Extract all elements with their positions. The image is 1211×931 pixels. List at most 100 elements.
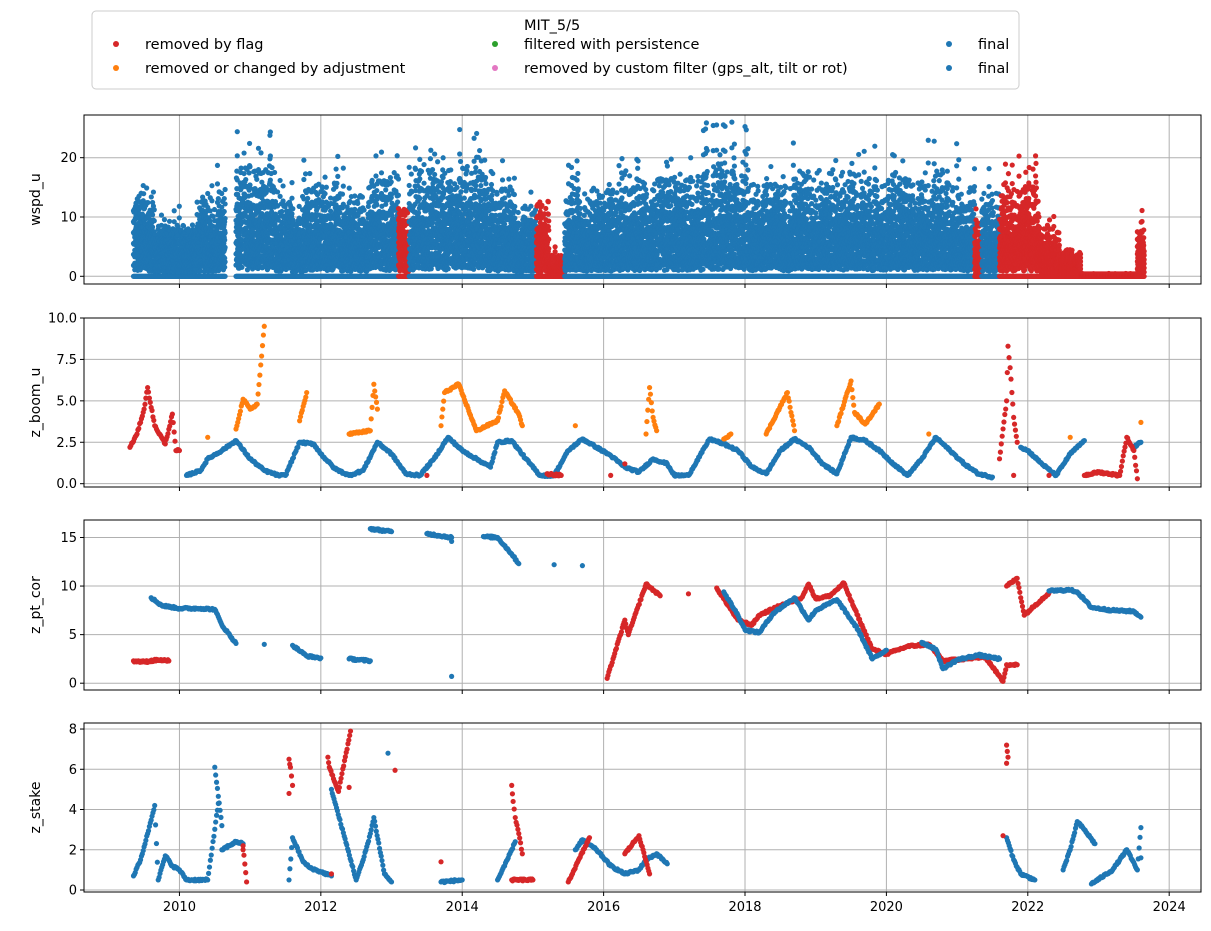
data-point — [395, 176, 402, 182]
legend-marker — [492, 65, 498, 71]
data-point — [222, 186, 228, 193]
legend-entry: removed or changed by adjustment — [113, 61, 406, 77]
data-point — [301, 157, 307, 163]
data-point — [219, 190, 225, 197]
data-point — [214, 181, 221, 187]
data-point — [176, 215, 182, 221]
data-point — [247, 182, 253, 188]
data-point — [421, 161, 427, 168]
data-point — [421, 180, 427, 186]
data-point — [222, 273, 228, 279]
data-point — [323, 184, 329, 190]
legend-marker — [946, 65, 952, 71]
data-point — [241, 150, 247, 156]
legend-label: removed by custom filter (gps_alt, tilt … — [524, 61, 848, 77]
data-point — [176, 203, 182, 209]
data-point — [429, 167, 436, 173]
data-point — [406, 164, 412, 170]
data-point — [277, 177, 283, 184]
data-point — [290, 206, 296, 212]
data-point — [222, 237, 228, 243]
data-point — [435, 159, 441, 165]
data-point — [258, 150, 264, 156]
data-point — [373, 173, 379, 179]
legend: MIT_5/5 removed by flag filtered with per… — [91, 10, 1020, 90]
data-point — [277, 193, 283, 199]
data-point — [280, 183, 286, 189]
legend-label: removed or changed by adjustment — [145, 61, 406, 77]
data-point — [322, 191, 328, 197]
data-point — [279, 208, 285, 215]
data-point — [346, 185, 352, 191]
data-point — [148, 194, 154, 200]
data-point — [335, 153, 341, 159]
data-point — [267, 129, 273, 135]
data-point — [335, 173, 341, 179]
data-point — [254, 176, 260, 182]
data-point — [440, 155, 446, 161]
data-point — [222, 244, 228, 250]
data-point — [289, 180, 295, 186]
data-point — [322, 174, 328, 180]
data-point — [428, 147, 434, 153]
data-points — [130, 119, 1147, 279]
data-point — [267, 153, 273, 159]
data-point — [222, 264, 228, 270]
data-point — [388, 179, 394, 185]
data-point — [239, 264, 245, 270]
data-point — [222, 230, 228, 236]
data-point — [417, 195, 423, 201]
data-point — [361, 207, 367, 213]
data-point — [387, 175, 393, 181]
data-point — [432, 171, 438, 178]
legend-label: final — [978, 37, 1009, 53]
data-point — [166, 218, 173, 224]
data-point — [144, 185, 150, 191]
legend-label: removed by flag — [145, 37, 264, 53]
data-point — [432, 151, 438, 157]
data-point — [418, 168, 425, 174]
data-point — [149, 224, 156, 230]
data-point — [141, 191, 147, 197]
data-point — [340, 165, 346, 171]
chart-panels: 01020wspd_u0.02.55.07.510.0z_boom_u05101… — [28, 114, 1202, 915]
data-point — [151, 207, 157, 213]
data-point — [383, 187, 389, 193]
data-point — [267, 177, 273, 183]
data-point — [305, 195, 311, 202]
data-point — [307, 170, 313, 177]
data-point — [412, 145, 419, 151]
data-point — [334, 180, 340, 186]
data-point — [406, 182, 412, 189]
data-point — [352, 206, 358, 212]
data-point — [373, 153, 379, 159]
data-point — [417, 156, 423, 163]
legend-marker — [492, 41, 498, 47]
data-point — [417, 176, 423, 182]
data-point — [340, 183, 346, 189]
legend-label: final — [978, 61, 1009, 77]
data-point — [412, 166, 419, 172]
data-point — [359, 194, 365, 200]
legend-entry: removed by custom filter (gps_alt, tilt … — [492, 61, 848, 77]
data-point — [161, 217, 168, 223]
legend-label: filtered with persistence — [524, 37, 700, 53]
data-point — [209, 183, 215, 189]
data-point — [145, 199, 151, 206]
data-point — [394, 153, 400, 159]
data-point — [374, 187, 380, 194]
data-point — [301, 176, 307, 183]
legend-frame — [91, 10, 1020, 90]
data-point — [247, 164, 253, 170]
data-point — [234, 129, 240, 135]
data-point — [415, 210, 422, 216]
legend-marker — [946, 41, 952, 47]
legend-title: MIT_5/5 — [524, 18, 580, 34]
data-point — [272, 169, 278, 176]
data-point — [222, 201, 228, 207]
data-point — [255, 145, 262, 151]
legend-entry: filtered with persistence — [492, 37, 700, 53]
data-point — [378, 149, 385, 155]
